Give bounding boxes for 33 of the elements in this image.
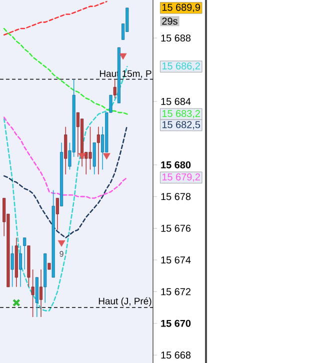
candlestick [64, 126, 68, 175]
y-tick-label: 15 678 [161, 193, 191, 200]
text: 15 686,2 [162, 62, 200, 71]
candlestick [18, 245, 22, 288]
y-tick-label: 15 670 [161, 320, 191, 327]
point [119, 53, 127, 60]
point [58, 240, 66, 247]
y-tick-label: 15 688 [161, 34, 191, 42]
y-tick-label: 15 680 [161, 161, 191, 168]
y-tick-label: 15 668 [161, 352, 191, 359]
point [12, 298, 20, 307]
candlestick [23, 237, 26, 270]
text: 29s [162, 18, 178, 25]
text: 15 689,9 [162, 4, 200, 12]
candlestick [113, 78, 116, 99]
candlestick [56, 198, 59, 230]
y-tick-label: 15 672 [161, 288, 190, 296]
y-tick-label: 15 684 [161, 98, 191, 105]
text: 15 679,2 [162, 173, 200, 182]
candlestick [31, 269, 34, 318]
y-tick-label: 15 674 [161, 256, 191, 264]
candlestick [88, 126, 92, 170]
point [102, 153, 110, 160]
y-tick-label: 15 676 [161, 224, 191, 232]
candlestick [40, 269, 43, 318]
point [78, 153, 86, 160]
candlestick [96, 126, 100, 175]
candlestick [76, 112, 80, 158]
candlestick [92, 142, 96, 175]
ref-line-label: Haut (J, Pré) [98, 297, 152, 306]
text: 15 683,2 [162, 110, 200, 118]
text: 15 682,5 [162, 121, 200, 130]
candlestick [10, 245, 14, 288]
